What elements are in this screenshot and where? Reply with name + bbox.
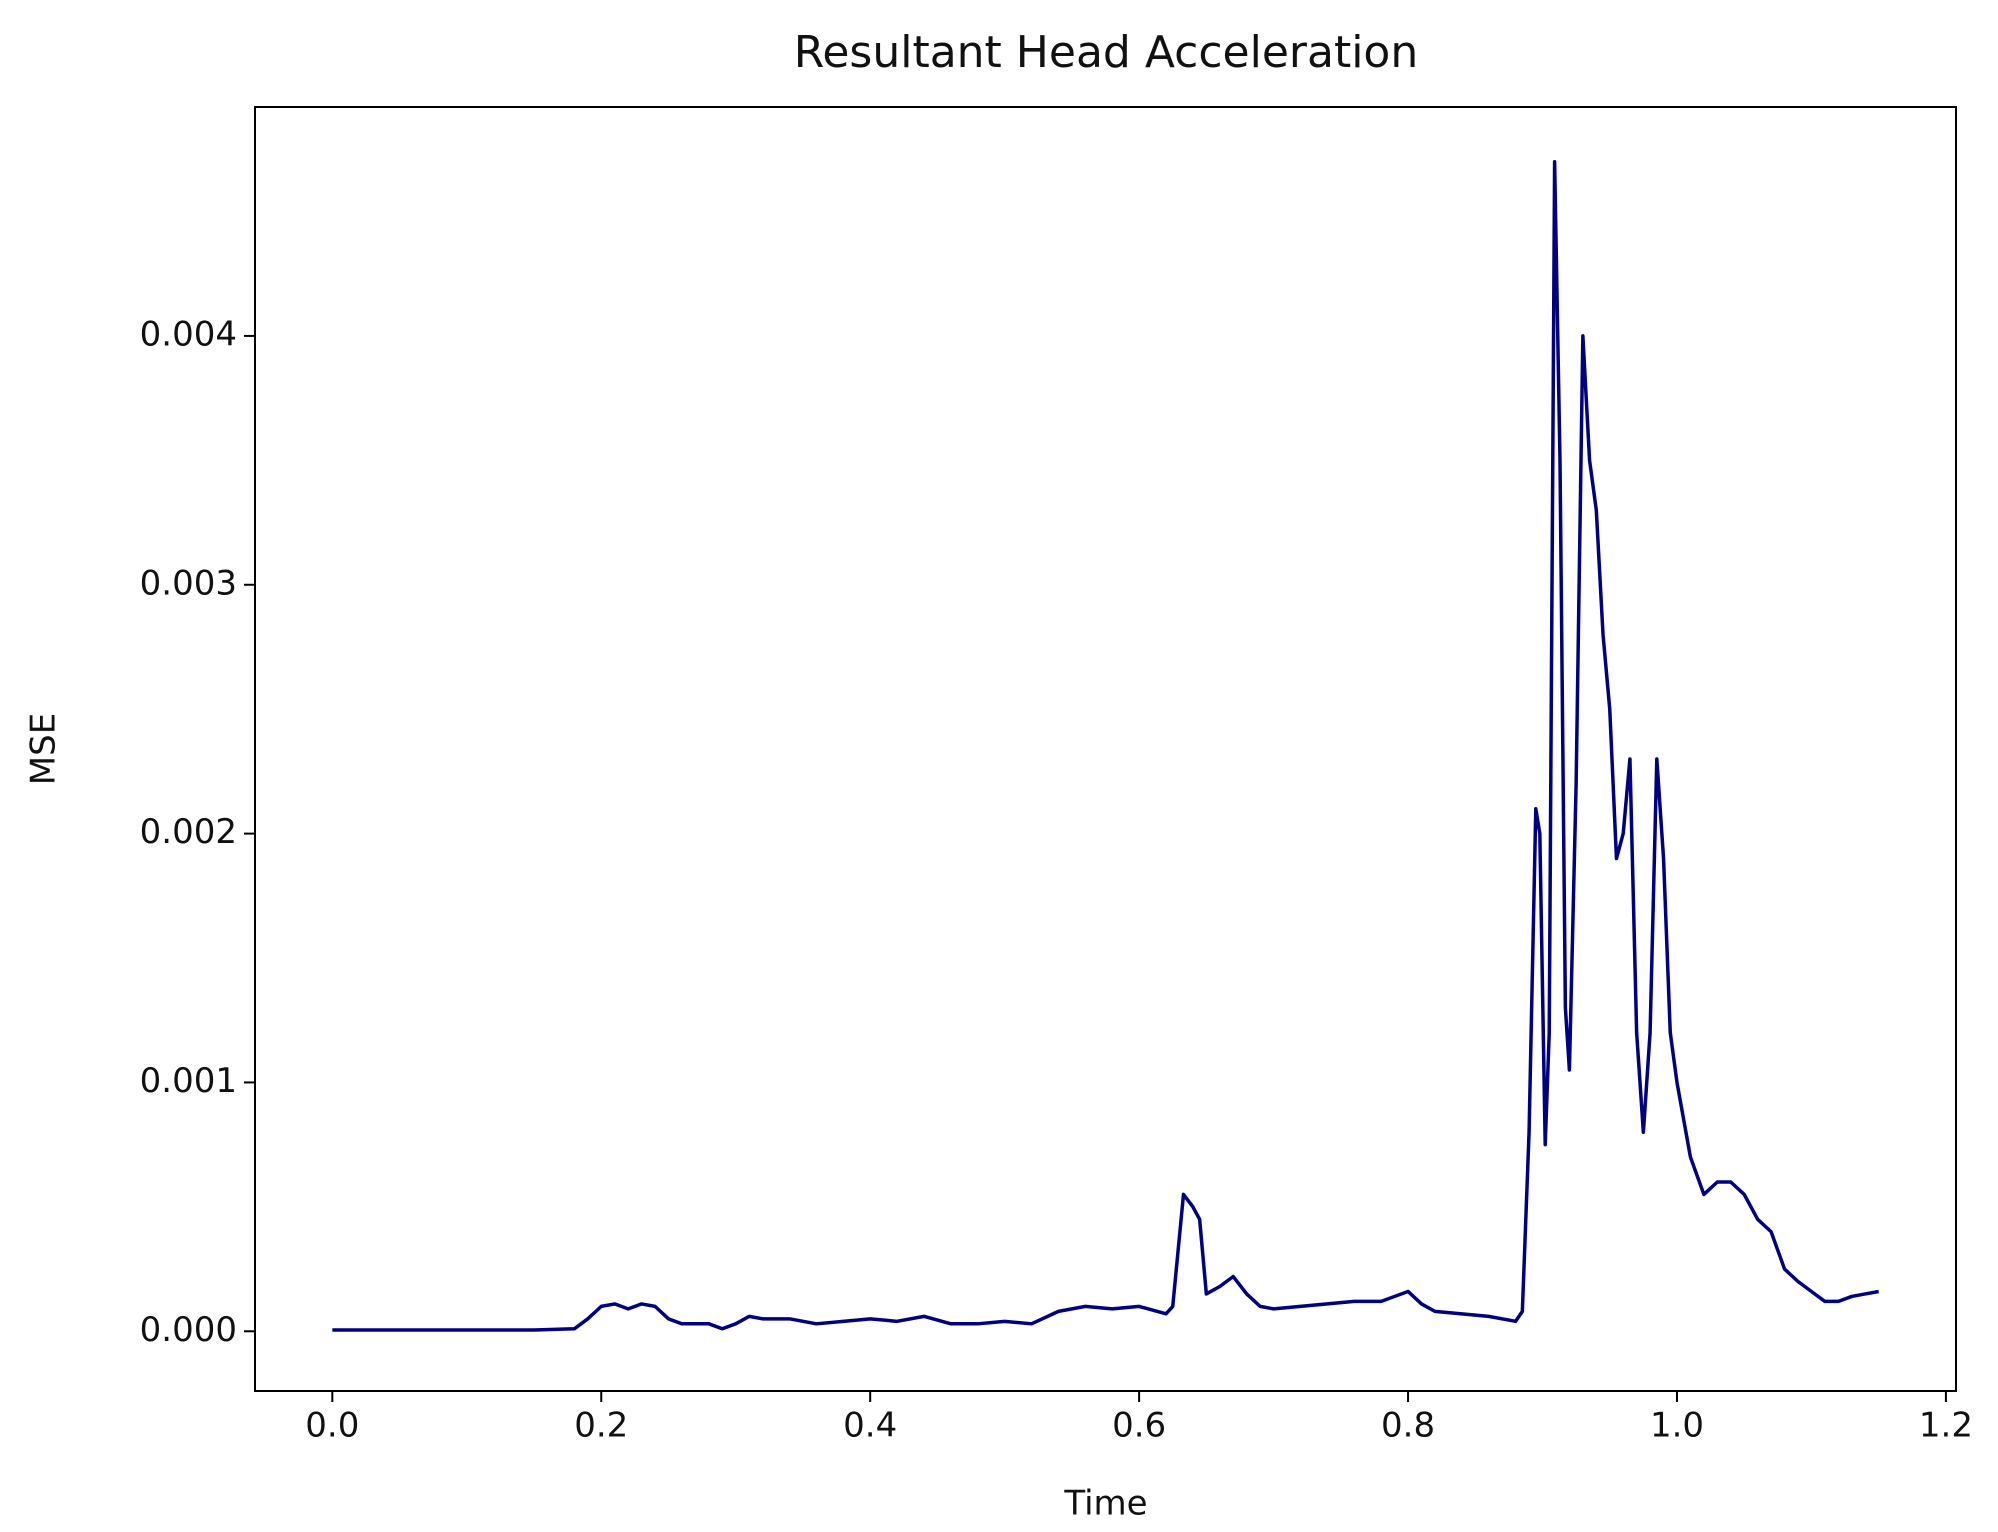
x-tick-label: 0.6	[1112, 1406, 1166, 1446]
x-tick-label: 0.4	[843, 1406, 897, 1446]
x-tick-label: 1.0	[1650, 1406, 1704, 1446]
x-axis-label: Time	[1063, 1484, 1147, 1524]
plot-frame	[254, 106, 1957, 1392]
x-tick-label: 0.8	[1381, 1406, 1435, 1446]
y-tick-label: 0.001	[140, 1061, 237, 1101]
x-tick-label: 0.0	[305, 1406, 359, 1446]
y-axis-label: MSE	[24, 713, 64, 785]
data-line	[332, 159, 1879, 1332]
x-tick-label: 1.2	[1919, 1406, 1973, 1446]
y-tick-label: 0.003	[140, 563, 237, 603]
y-tick-label: 0.002	[140, 812, 237, 852]
chart-title: Resultant Head Acceleration	[794, 27, 1419, 78]
y-tick-label: 0.000	[140, 1310, 237, 1350]
x-tick-label: 0.2	[574, 1406, 628, 1446]
y-tick-label: 0.004	[140, 314, 237, 354]
